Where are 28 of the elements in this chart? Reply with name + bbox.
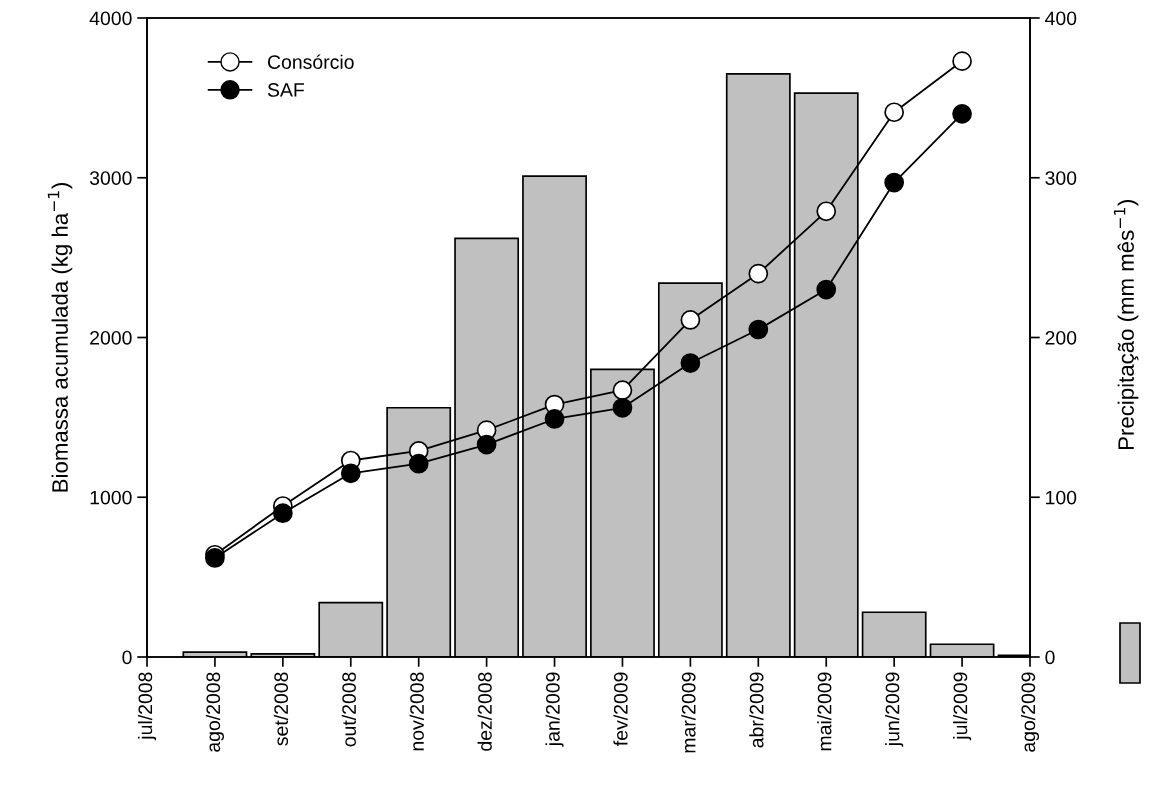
x-tick-label: nov/2008 — [409, 672, 424, 751]
x-tick-label: ago/2009 — [1020, 672, 1040, 752]
x-tick-label: jun/2009 — [885, 672, 904, 747]
x-tick-label: set/2008 — [273, 672, 289, 746]
x-tick-label: fev/2009 — [613, 672, 628, 746]
x-tick-label: out/2008 — [341, 672, 356, 747]
x-tick-label: abr/2009 — [749, 672, 764, 748]
y2-tick-label: 200 — [1045, 330, 1077, 345]
y-tick-label: 1000 — [90, 490, 132, 505]
x-tick-label: mai/2009 — [817, 672, 832, 751]
x-tick-label: mar/2009 — [681, 672, 696, 753]
y2-tick-label: 400 — [1045, 11, 1077, 26]
y2-tick-label: 0 — [1045, 650, 1055, 665]
legend-label: Consórcio — [267, 54, 354, 69]
x-tick-label: jul/2008 — [137, 672, 157, 741]
x-tick-label: dez/2008 — [477, 672, 492, 751]
y-axis-title: Biomassa acumulada (kg ha$^{−1}$) — [47, 183, 73, 492]
y2-axis-title: Precipitação (mm mês$^{−1}$) — [1113, 200, 1139, 450]
y2-tick-label: 100 — [1046, 490, 1077, 505]
x-tick-label: jan/2009 — [545, 672, 564, 747]
y-tick-label: 0 — [122, 650, 132, 665]
y-tick-label: 4000 — [89, 11, 132, 26]
x-tick-label: ago/2008 — [205, 672, 224, 752]
legend-label: SAF — [267, 83, 305, 97]
y-tick-label: 2000 — [90, 330, 132, 345]
y2-tick-label: 300 — [1045, 171, 1077, 185]
x-tick-label: jul/2009 — [953, 672, 972, 741]
y-tick-label: 3000 — [89, 171, 132, 185]
